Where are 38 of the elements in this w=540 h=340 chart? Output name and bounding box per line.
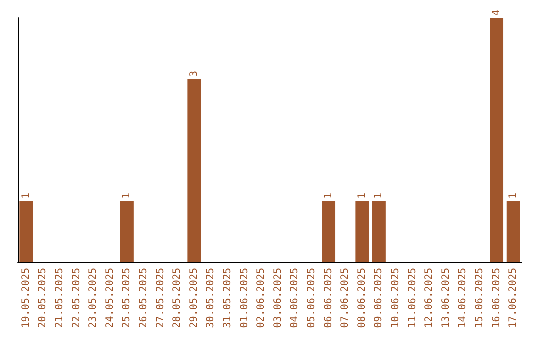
x-tick-label: 20.05.2025	[38, 268, 49, 328]
data-label: 1	[508, 192, 520, 199]
x-tick-label: 02.06.2025	[256, 268, 268, 328]
x-tick-label: 08.06.2025	[356, 268, 368, 328]
x-tick-label: 31.05.2025	[222, 268, 234, 328]
x-tick-label: 30.05.2025	[206, 268, 217, 328]
data-label: 1	[323, 192, 334, 199]
x-tick-label: 05.06.2025	[306, 268, 318, 328]
data-label: 1	[20, 192, 32, 199]
x-tick-label: 21.05.2025	[54, 268, 66, 328]
x-tick-label: 13.06.2025	[440, 268, 452, 328]
x-tick-label: 04.06.2025	[290, 268, 301, 328]
x-tick-label: 23.05.2025	[88, 268, 100, 328]
data-label: 3	[188, 70, 200, 77]
x-tick-label: 25.05.2025	[122, 268, 133, 328]
data-label: 1	[374, 192, 385, 199]
x-tick-label: 03.06.2025	[272, 268, 284, 328]
data-label: 1	[356, 192, 368, 199]
data-label: 4	[491, 10, 502, 16]
x-tick-label: 12.06.2025	[424, 268, 436, 328]
x-tick-label: 22.05.2025	[71, 268, 82, 328]
x-tick-label: 11.06.2025	[407, 268, 418, 328]
x-tick-label: 29.05.2025	[188, 268, 200, 328]
x-tick-label: 26.05.2025	[138, 268, 150, 328]
x-tick-label: 19.05.2025	[20, 268, 32, 328]
x-tick-label: 28.05.2025	[172, 268, 184, 328]
x-tick-label: 27.05.2025	[155, 268, 166, 328]
x-tick-label: 10.06.2025	[390, 268, 402, 328]
x-tick-label: 09.06.2025	[374, 268, 385, 328]
x-tick-label: 16.06.2025	[491, 268, 502, 328]
x-tick-label: 24.05.2025	[104, 268, 116, 328]
x-tick-label: 01.06.2025	[239, 268, 250, 328]
x-tick-label: 14.06.2025	[458, 268, 469, 328]
x-tick-label: 15.06.2025	[474, 268, 486, 328]
data-label: 1	[122, 192, 133, 199]
x-tick-label: 17.06.2025	[508, 268, 520, 328]
x-tick-label: 06.06.2025	[323, 268, 334, 328]
x-tick-label: 07.06.2025	[340, 268, 352, 328]
